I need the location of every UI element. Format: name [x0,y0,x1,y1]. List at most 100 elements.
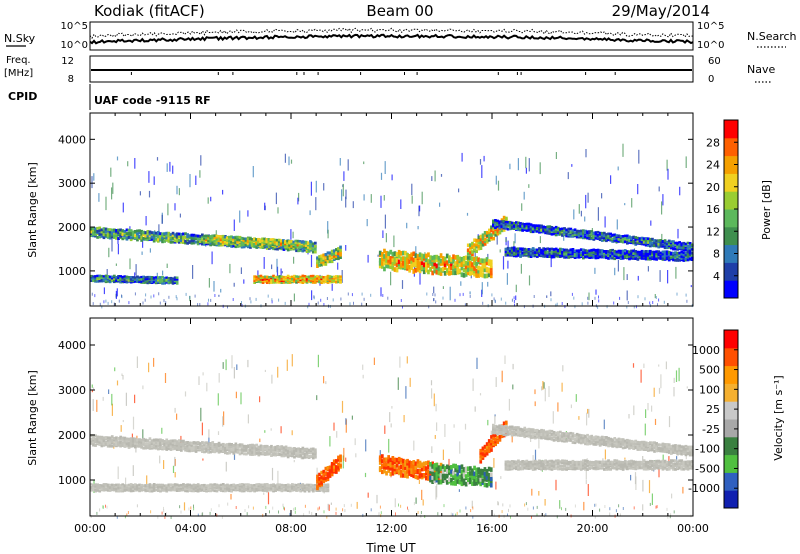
echo-cell [667,244,671,248]
echo-cell [508,249,512,253]
echo-cell [492,219,495,223]
echo-cell [607,250,610,253]
echo-cell [330,472,334,477]
echo-cell [140,483,143,487]
echo-cell [328,468,332,472]
echo-cell [475,249,478,253]
echo-speckle [252,166,254,178]
echo-cell [129,437,133,441]
echo-cell [203,483,206,487]
echo-cell [226,244,229,248]
echo-cell [104,274,108,277]
echo-speckle [362,364,364,370]
echo-cell [567,252,571,256]
echo-cell [255,447,259,451]
echo-cell [161,240,164,244]
echo-speckle [278,510,279,514]
echo-cell [642,255,646,259]
echo-speckle [363,161,365,165]
echo-cell [161,282,164,285]
echo-speckle [391,406,393,409]
echo-cell [296,241,300,245]
echo-cell [148,486,152,489]
echo-cell [632,257,635,260]
echo-cell [410,265,413,271]
echo-cell [288,489,292,493]
echo-cell [439,462,443,468]
echo-cell [209,483,212,486]
echo-speckle [382,230,384,238]
echo-cell [225,238,229,241]
echo-speckle [661,201,663,215]
echo-cell [615,240,619,244]
echo-speckle [127,161,129,167]
echo-cell [477,478,480,484]
echo-cell [102,436,106,440]
echo-speckle [594,503,596,507]
echo-cell [488,228,491,233]
echo-cell [634,238,638,241]
echo-cell [686,255,690,258]
echo-cell [278,445,282,449]
echo-speckle [588,292,590,301]
echo-cell [649,237,652,241]
echo-cell [121,441,125,445]
echo-cell [309,451,313,455]
echo-cell [177,232,181,236]
echo-cell [335,278,338,282]
echo-cell [422,265,426,271]
echo-cell [473,247,476,251]
echo-cell [494,230,498,235]
echo-cell [663,246,667,250]
echo-cell [259,489,263,492]
echo-cell [242,486,246,489]
echo-cell [157,447,160,451]
echo-speckle [624,203,626,206]
echo-cell [320,277,323,281]
echo-cell [96,439,99,443]
echo-speckle [159,301,161,305]
echo-cell [94,485,97,488]
echo-speckle [370,194,372,203]
echo-cell [217,446,221,450]
echo-cell [479,450,483,455]
echo-cell [98,235,102,239]
echo-cell [546,231,550,234]
echo-cell [569,235,573,238]
echo-cell [265,447,269,451]
echo-cell [510,246,514,250]
echo-cell [138,483,141,486]
echo-cell [615,254,619,258]
echo-cell [529,253,533,257]
echo-speckle [282,503,284,507]
echo-cell [203,234,206,238]
echo-cell [117,280,120,283]
echo-cell [121,229,125,233]
echo-speckle [415,246,417,256]
echo-speckle [651,405,653,412]
echo-cell [339,248,342,252]
echo-cell [167,234,171,238]
echo-cell [552,252,556,255]
echo-cell [90,441,93,445]
echo-speckle [559,505,561,509]
echo-cell [456,259,460,265]
echo-cell [213,450,217,454]
echo-cell [248,237,252,241]
echo-speckle [148,171,150,183]
echo-cell [672,244,675,247]
echo-cell [328,474,332,478]
echo-cell [271,240,275,244]
echo-cell [404,250,407,256]
echo-cell [636,254,640,257]
echo-speckle [409,377,411,387]
echo-cell [471,244,474,249]
echo-speckle [659,270,661,282]
echo-speckle [538,436,540,449]
echo-cell [481,236,485,241]
echo-cell [314,241,317,245]
echo-speckle [667,270,669,284]
echo-cell [324,279,328,282]
echo-cell [286,239,289,243]
echo-cell [142,275,145,278]
